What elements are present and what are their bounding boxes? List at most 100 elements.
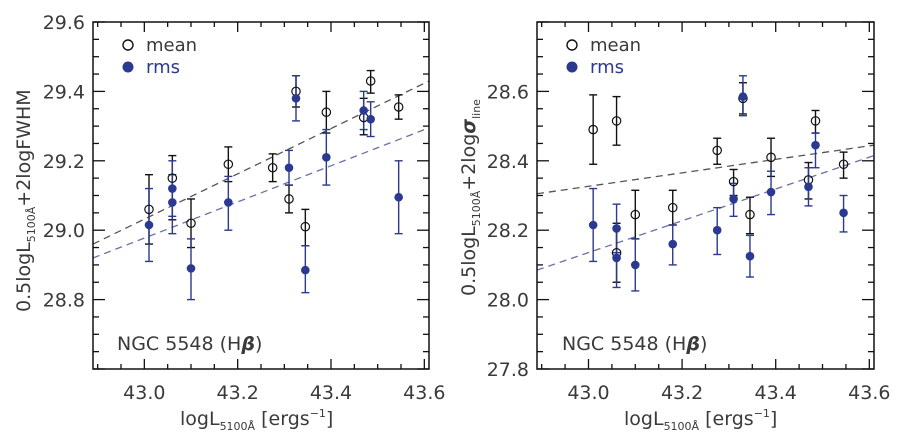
x-tick-labels: 43.0 43.2 43.4 43.6 <box>567 382 890 404</box>
x-label-close: ] <box>326 408 333 430</box>
y-tick-label: 28.6 <box>487 81 529 103</box>
rms-fit-line <box>92 127 430 259</box>
y-axis-label: 0.5logL5100Å+2logFWHM <box>13 89 38 312</box>
annotation-close: ) <box>700 333 707 355</box>
y-tick-labels: 27.8 28.0 28.2 28.4 28.6 <box>487 81 529 381</box>
legend-mean-label: mean <box>146 35 197 56</box>
axis-ticks <box>93 21 429 370</box>
mean-point <box>667 202 678 213</box>
y-tick-label: 29.6 <box>43 12 85 34</box>
x-tick-label: 43.6 <box>848 382 890 404</box>
x-axis-label: logL5100Å [ergs−1] <box>180 407 333 433</box>
data-markers <box>588 92 849 270</box>
rms-point <box>668 239 678 249</box>
x-tick-label: 43.4 <box>755 382 797 404</box>
rms-point <box>612 224 621 233</box>
x-label-sub: 5100Å <box>664 420 700 433</box>
y-tick-labels: 28.8 29.0 29.2 29.4 29.6 <box>43 12 85 312</box>
y-tick-label: 28.8 <box>43 290 85 312</box>
fit-lines <box>536 144 875 271</box>
y-label-pre: 0.5logL <box>458 226 480 296</box>
rms-point <box>804 182 813 192</box>
annotation-main: NGC 5548 (H <box>117 333 241 355</box>
data-markers <box>144 76 404 275</box>
rms-point <box>712 225 722 235</box>
axis-ticks <box>537 21 874 370</box>
mean-point <box>393 102 404 112</box>
x-label-main: logL <box>624 408 664 430</box>
legend-mean-label: mean <box>590 35 641 56</box>
x-tick-labels: 43.0 43.2 43.4 43.6 <box>123 382 445 404</box>
rms-point <box>745 251 755 261</box>
mean-point <box>728 176 739 187</box>
rms-point <box>144 220 154 230</box>
annotation-main: NGC 5548 (H <box>562 333 686 355</box>
mean-point <box>712 145 723 156</box>
legend-rms-label: rms <box>146 57 180 78</box>
rms-point <box>588 220 598 230</box>
rms-fit-line <box>536 154 875 271</box>
mean-point <box>365 76 376 86</box>
y-label-sigma: σ <box>458 119 480 134</box>
rms-point <box>322 153 331 162</box>
rms-point <box>168 198 177 207</box>
rms-point <box>301 265 310 275</box>
x-tick-label: 43.4 <box>310 382 352 404</box>
y-label-post: +2log <box>458 134 480 191</box>
error-bars <box>145 69 403 301</box>
mean-point <box>267 162 278 173</box>
rms-point <box>612 253 621 263</box>
rms-point <box>766 187 776 197</box>
mean-point <box>766 152 776 163</box>
rms-point <box>839 208 848 218</box>
mean-point <box>630 209 641 220</box>
y-tick-label: 28.0 <box>487 290 529 312</box>
y-tick-label: 29.2 <box>43 151 85 173</box>
legend: mean rms <box>122 35 197 78</box>
annotation-close: ) <box>255 333 262 355</box>
x-tick-label: 43.6 <box>403 382 445 404</box>
x-label-sup: −1 <box>310 407 326 420</box>
rms-point <box>729 194 738 204</box>
mean-point <box>144 204 154 215</box>
x-tick-label: 43.0 <box>123 382 165 404</box>
mean-point <box>838 159 849 170</box>
y-label-post: +2logFWHM <box>13 89 35 206</box>
y-tick-label: 28.4 <box>487 151 529 173</box>
mean-point <box>588 124 598 135</box>
y-label-pre: 0.5logL <box>13 242 35 312</box>
mean-point <box>186 218 196 229</box>
legend-mean-marker <box>122 39 134 51</box>
x-label-sup: −1 <box>754 407 770 420</box>
mean-fit-line <box>92 80 430 245</box>
rms-point <box>738 92 748 101</box>
rms-point <box>630 260 640 270</box>
legend-rms-marker <box>122 61 134 73</box>
x-label-close: ] <box>770 408 777 430</box>
legend-rms-marker <box>566 61 578 73</box>
annotation-beta: β <box>685 333 700 355</box>
x-label-bracket: [ergs <box>255 408 310 430</box>
rms-point <box>359 106 368 115</box>
y-tick-label: 29.0 <box>43 220 85 242</box>
mean-fit-line <box>536 144 875 195</box>
legend-mean-marker <box>566 39 578 51</box>
y-tick-label: 29.4 <box>43 81 85 103</box>
x-label-sub: 5100Å <box>220 420 256 433</box>
rms-point <box>284 163 294 173</box>
panel-left-fwhm: 43.0 43.2 43.4 43.6 28.8 29.0 29.2 29.4 29.6 me… <box>13 12 445 433</box>
mean-point <box>223 159 234 170</box>
x-axis-label: logL5100Å [ergs−1] <box>624 407 777 433</box>
mean-point <box>300 221 311 232</box>
legend-rms-label: rms <box>590 57 624 78</box>
mean-point <box>611 116 622 126</box>
rms-point <box>811 140 820 150</box>
y-tick-label: 27.8 <box>487 359 529 381</box>
plot-frame <box>536 21 875 370</box>
legend: mean rms <box>566 35 641 78</box>
rms-point <box>186 264 196 273</box>
panel-right-sigma: 43.0 43.2 43.4 43.6 27.8 28.0 28.2 28.4 28.6 me… <box>458 21 890 433</box>
rms-point <box>168 184 177 193</box>
x-tick-label: 43.2 <box>217 382 259 404</box>
